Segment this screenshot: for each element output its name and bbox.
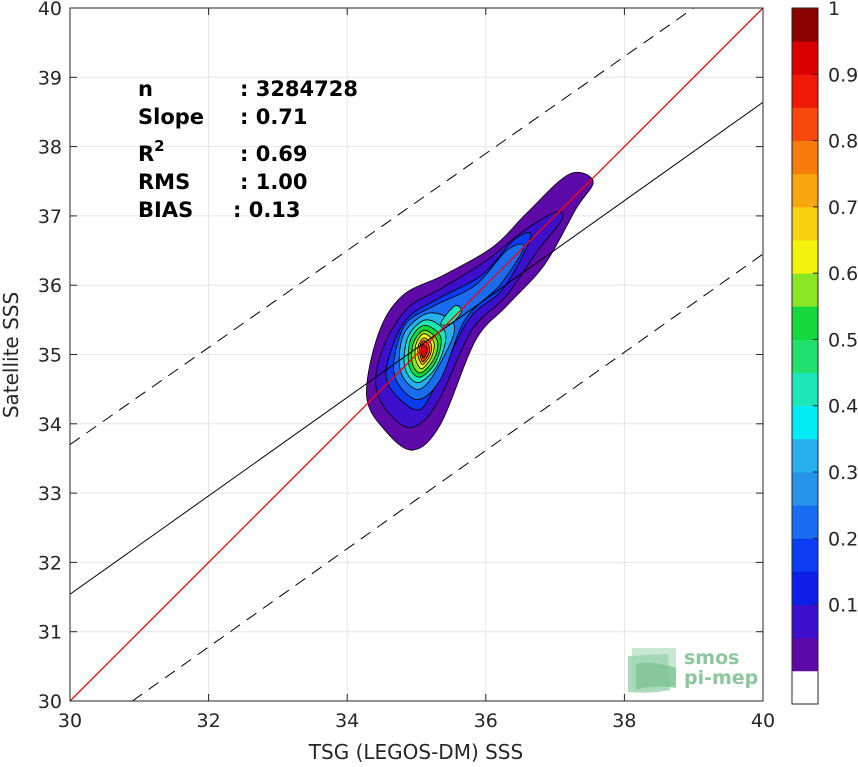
logo-text-pimep: pi-mep [684, 667, 758, 689]
colorbar-segment [792, 206, 818, 241]
logo-text-smos: smos [684, 647, 739, 669]
y-tick-label: 33 [38, 483, 62, 505]
x-tick-label: 38 [612, 710, 636, 732]
offset-dashed-line [132, 253, 763, 701]
colorbar-frame [791, 7, 819, 705]
stat-slope-label: Slope [138, 105, 204, 129]
y-tick-label: 37 [38, 206, 62, 228]
colorbar-ticks: 0.1 0.2 0.3 0.4 0.5 0.6 0.7 0.8 0.9 1 [813, 0, 858, 617]
stat-rms-value: : 1.00 [240, 170, 308, 194]
x-tick-label: 30 [58, 710, 82, 732]
colorbar-segment [792, 670, 818, 705]
y-tick-label: 40 [38, 0, 62, 20]
y-tick-label: 35 [38, 345, 62, 367]
colorbar-tick-label: 0.3 [828, 462, 858, 484]
x-axis-ticks: 30 32 34 36 38 40 [58, 8, 775, 732]
grid [70, 8, 763, 701]
smos-pi-mep-logo: smos pi-mep [628, 647, 758, 693]
colorbar [791, 7, 819, 705]
stat-n-value: : 3284728 [240, 77, 358, 101]
y-tick-label: 36 [38, 275, 62, 297]
colorbar-segment [792, 107, 818, 141]
colorbar-tick-label: 0.7 [828, 197, 858, 219]
colorbar-tick-label: 0.9 [828, 64, 858, 86]
colorbar-segment [792, 140, 818, 175]
stat-bias-value: : 0.13 [233, 198, 301, 222]
colorbar-tick-label: 0.4 [828, 396, 858, 418]
colorbar-segment [792, 339, 818, 373]
density-contour [440, 305, 462, 326]
stat-rms-label: RMS [138, 170, 190, 194]
regression-line [70, 101, 763, 595]
x-tick-label: 34 [335, 710, 359, 732]
colorbar-segment [792, 74, 818, 108]
stat-r2-value: : 0.69 [240, 142, 308, 166]
stat-r2-label: R2 [138, 137, 165, 166]
stat-slope-value: : 0.71 [240, 105, 308, 129]
colorbar-segment [792, 372, 818, 407]
colorbar-tick-label: 1 [828, 0, 840, 20]
offset-dashed-line [70, 8, 694, 445]
logo-waves-icon [628, 648, 676, 693]
y-tick-label: 39 [38, 67, 62, 89]
x-tick-label: 40 [751, 710, 775, 732]
colorbar-segment [792, 571, 818, 605]
x-axis-label: TSG (LEGOS-DM) SSS [308, 740, 523, 764]
stat-n-label: n [138, 77, 153, 101]
statistics-box: n : 3284728 Slope : 0.71 R2 : 0.69 RMS :… [138, 77, 358, 222]
y-tick-label: 32 [38, 552, 62, 574]
colorbar-segment [792, 273, 818, 307]
y-tick-label: 34 [38, 414, 62, 436]
colorbar-segment [792, 637, 818, 672]
colorbar-segment [792, 306, 818, 340]
colorbar-segment [792, 405, 818, 440]
colorbar-segment [792, 438, 818, 473]
x-tick-label: 36 [474, 710, 498, 732]
colorbar-tick-label: 0.8 [828, 131, 858, 153]
y-tick-label: 31 [38, 622, 62, 644]
colorbar-tick-label: 0.5 [828, 329, 858, 351]
colorbar-segment [792, 8, 818, 42]
y-axis-label: Satellite SSS [0, 292, 23, 418]
y-tick-label: 38 [38, 137, 62, 159]
stat-bias-label: BIAS [138, 198, 193, 222]
colorbar-segment [792, 538, 818, 572]
y-tick-label: 30 [38, 691, 62, 713]
x-tick-label: 32 [197, 710, 221, 732]
colorbar-segment [792, 240, 818, 274]
colorbar-tick-label: 0.2 [828, 528, 858, 550]
colorbar-segment [792, 41, 818, 75]
y-axis-ticks: 30 31 32 33 34 35 36 37 38 39 40 [38, 0, 763, 713]
colorbar-segment [792, 173, 818, 208]
colorbar-segment [792, 505, 818, 539]
colorbar-tick-label: 0.6 [828, 263, 858, 285]
colorbar-segment [792, 472, 818, 506]
one-to-one-line [70, 8, 763, 701]
colorbar-tick-label: 0.1 [828, 595, 858, 617]
colorbar-segment [792, 604, 818, 639]
reference-lines [70, 8, 763, 701]
